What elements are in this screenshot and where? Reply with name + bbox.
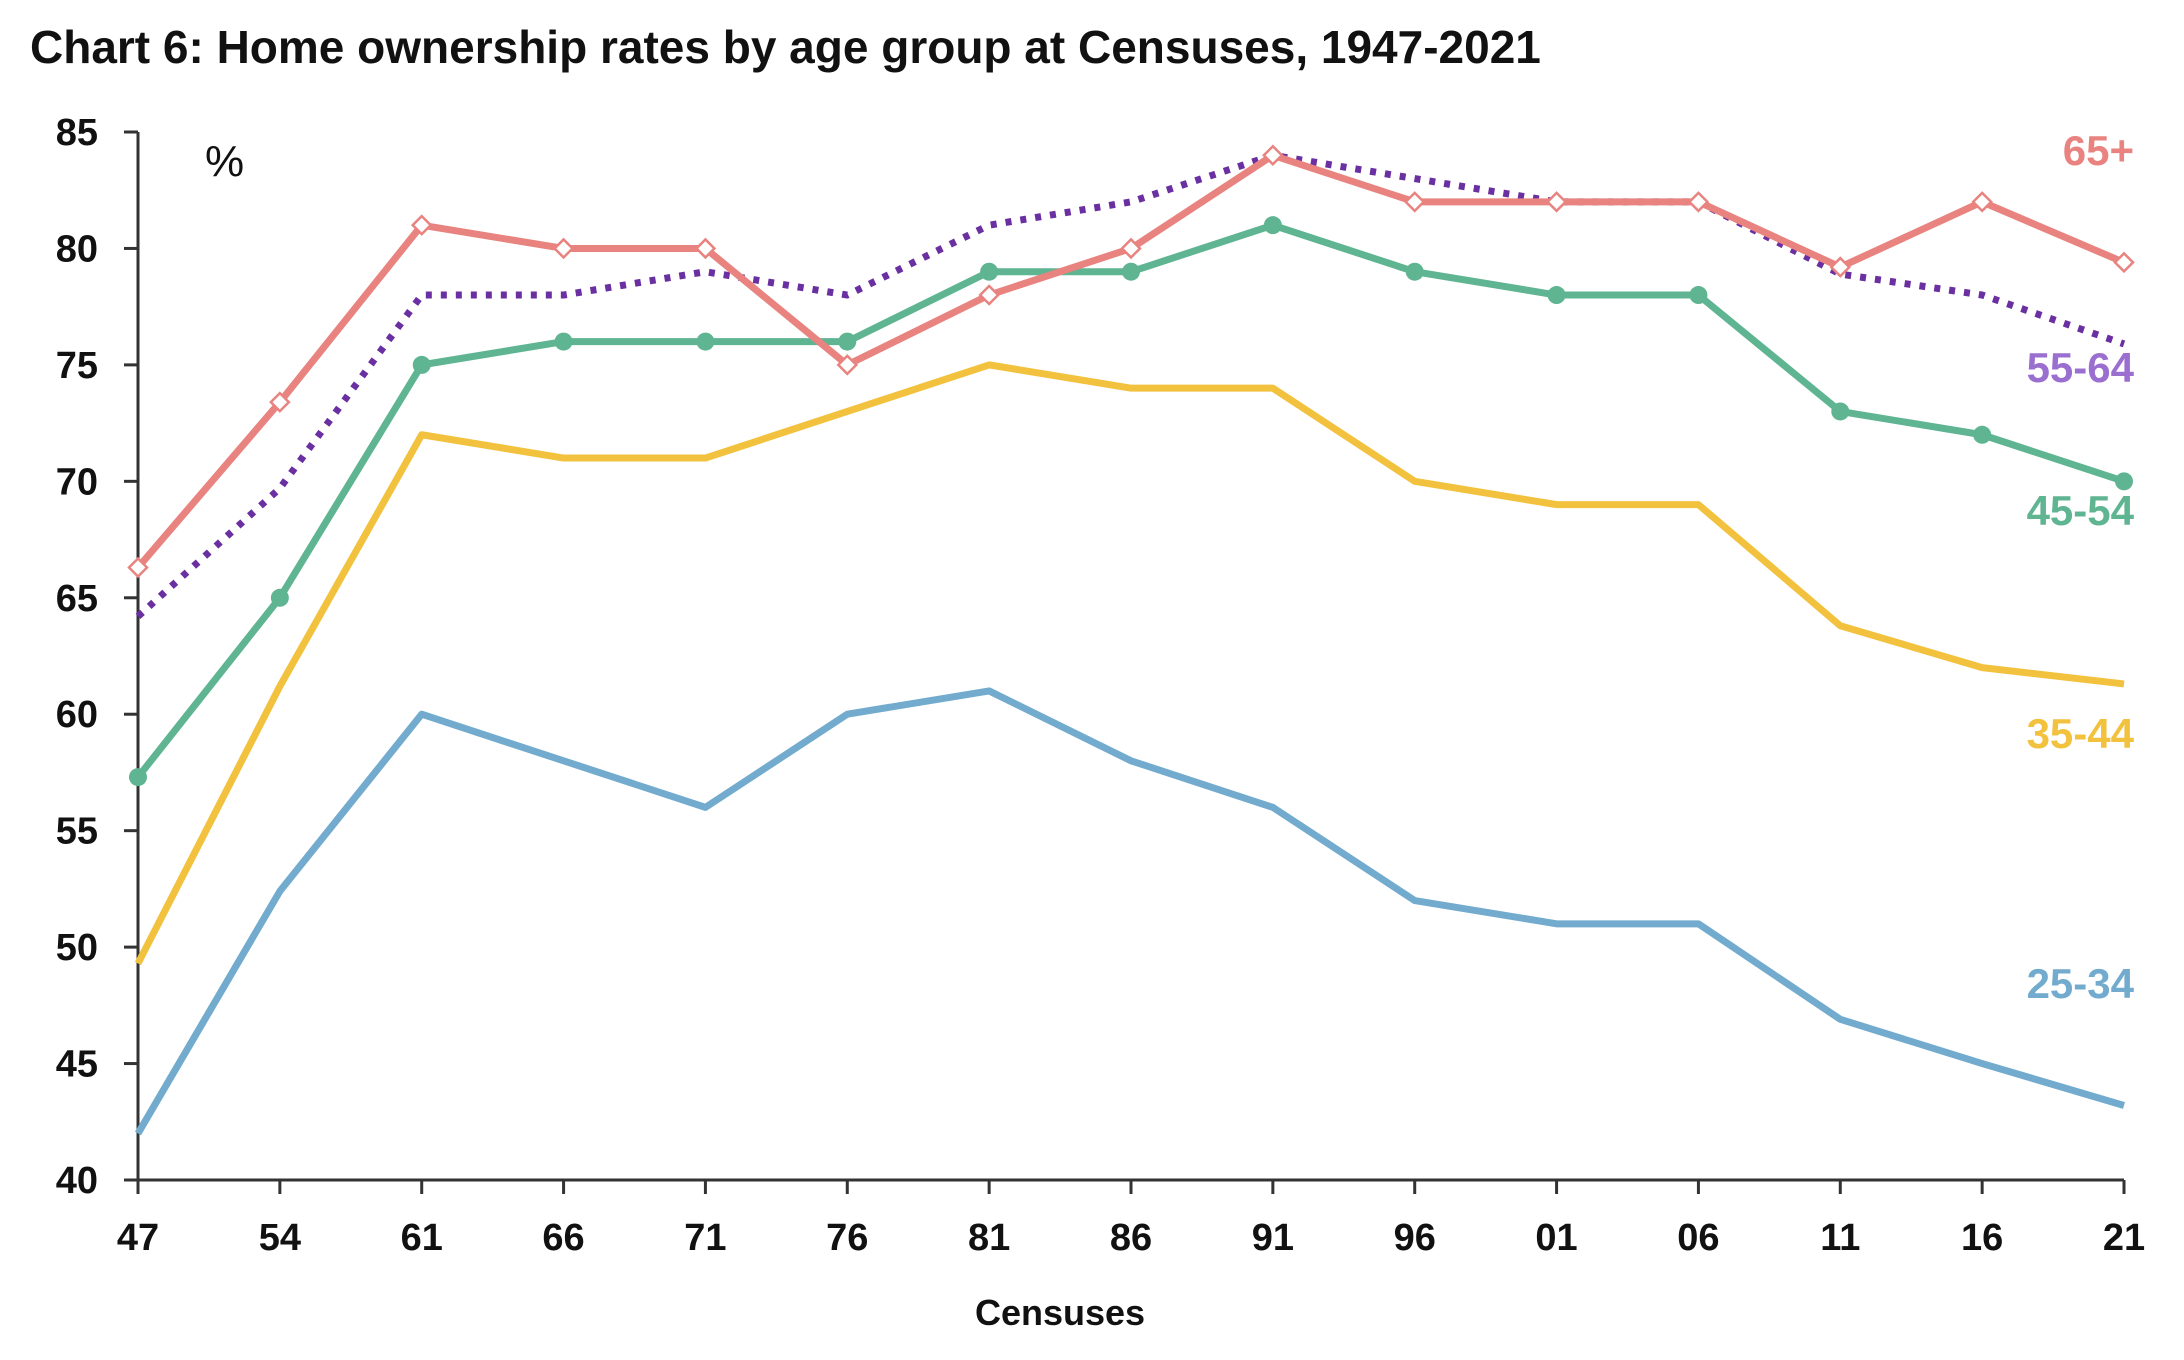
data-point (1689, 286, 1708, 305)
data-point (127, 556, 149, 579)
y-tick-label: 40 (56, 1160, 98, 1202)
series-line (134, 361, 2125, 966)
series-layer (127, 144, 2135, 1136)
y-tick-label: 75 (56, 345, 98, 387)
data-point (1263, 216, 1282, 235)
data-point (838, 332, 857, 351)
x-tick-label: 11 (1820, 1217, 1860, 1259)
data-point (412, 355, 431, 374)
x-tick-label: 66 (542, 1217, 584, 1259)
x-ticks: 47 54 61 66 71 76 81 86 91 96 01 06 11 16 21 (117, 1180, 2145, 1259)
series-label: 65+ (2063, 127, 2134, 174)
x-tick-label: 76 (826, 1217, 868, 1259)
series-45-54 (129, 216, 2133, 787)
data-point (836, 354, 859, 376)
data-point (2113, 251, 2135, 274)
x-tick-label: 91 (1252, 1217, 1294, 1259)
series-line (134, 687, 2125, 1136)
x-axis-title: Censuses (975, 1292, 1145, 1333)
data-point (1971, 191, 1993, 213)
data-point (1122, 262, 1140, 281)
data-point (978, 284, 1000, 306)
series-label: 25-34 (2027, 960, 2135, 1007)
x-tick-label: 54 (259, 1217, 301, 1259)
x-tick-label: 01 (1535, 1217, 1577, 1259)
series-25-34 (134, 687, 2125, 1136)
data-point (2115, 472, 2133, 491)
x-tick-label: 47 (117, 1217, 159, 1259)
y-tick-label: 55 (56, 811, 98, 853)
y-tick-label: 85 (56, 112, 98, 154)
series-line (135, 151, 2126, 620)
data-point (1973, 425, 1992, 444)
y-tick-label: 70 (56, 461, 98, 503)
data-point (1545, 191, 1568, 213)
series-line (135, 221, 2126, 780)
data-point (1829, 256, 1852, 278)
x-tick-label: 61 (401, 1217, 443, 1259)
series-35-44 (134, 361, 2125, 966)
axes (136, 132, 2124, 1182)
x-tick-label: 06 (1677, 1217, 1719, 1259)
data-point (270, 588, 289, 607)
data-point (1831, 402, 1850, 421)
data-point (1262, 144, 1284, 167)
x-tick-label: 21 (2103, 1217, 2145, 1259)
data-point (1547, 286, 1566, 305)
x-tick-label: 71 (684, 1217, 726, 1259)
y-tick-label: 60 (56, 694, 98, 736)
x-tick-label: 96 (1394, 1217, 1436, 1259)
data-point (1120, 237, 1142, 260)
series-55-64 (135, 151, 2126, 620)
data-point (1687, 191, 1710, 213)
y-tick-label: 50 (56, 927, 98, 969)
data-point (1405, 262, 1424, 281)
y-tick-label: 45 (56, 1044, 98, 1086)
y-tick-label: 80 (56, 228, 98, 270)
unit-label: % (205, 137, 244, 186)
data-point (1403, 191, 1426, 213)
chart-title: Chart 6: Home ownership rates by age gro… (30, 21, 1541, 73)
series-label: 35-44 (2027, 710, 2135, 757)
data-point (980, 262, 999, 281)
series-label: 55-64 (2027, 344, 2135, 391)
series-label: 45-54 (2027, 487, 2135, 534)
x-tick-label: 86 (1110, 1217, 1152, 1259)
x-tick-label: 16 (1961, 1217, 2003, 1259)
data-point (129, 768, 147, 787)
x-tick-label: 81 (968, 1217, 1010, 1259)
y-ticks: 40 45 50 55 60 65 70 75 80 85 (56, 112, 138, 1202)
data-point (410, 214, 433, 236)
data-point (554, 332, 573, 351)
series-65+ (127, 144, 2135, 579)
data-point (552, 237, 575, 260)
y-tick-label: 65 (56, 578, 98, 620)
data-point (269, 391, 291, 413)
series-labels: 65+ 55-64 45-54 35-44 25-34 (2027, 127, 2135, 1007)
data-point (694, 237, 717, 260)
data-point (696, 332, 715, 351)
